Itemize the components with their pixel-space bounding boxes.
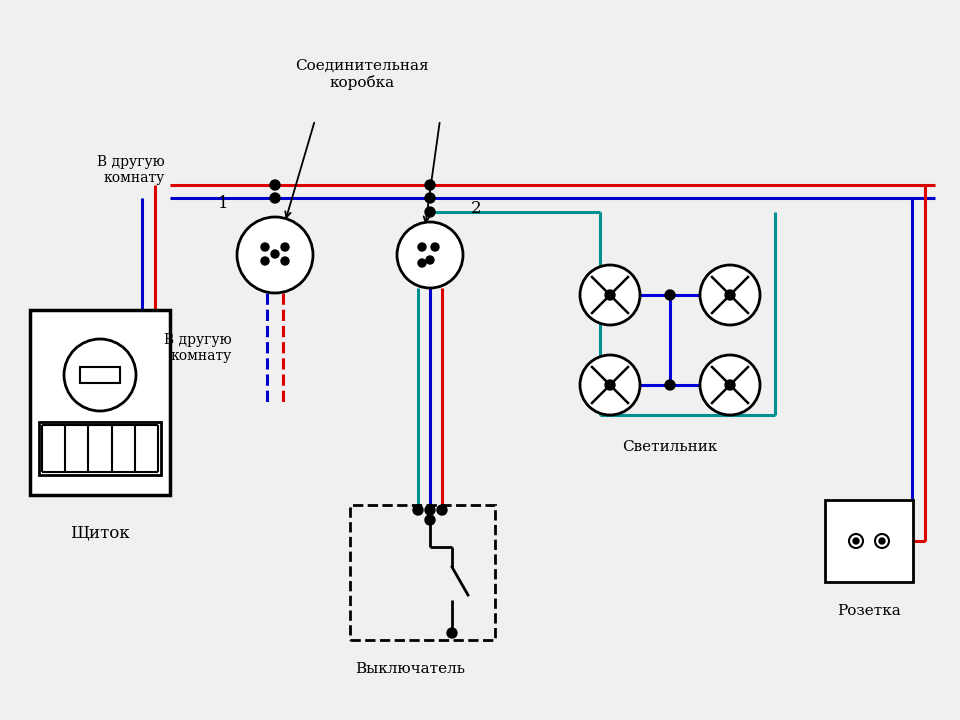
Circle shape [418,259,426,267]
Circle shape [431,243,439,251]
Circle shape [270,193,280,203]
Circle shape [700,265,760,325]
Circle shape [425,515,435,525]
Circle shape [426,256,434,264]
Bar [30,310,170,495]
Circle shape [425,207,435,217]
Circle shape [875,534,889,548]
Text: В другую
комнату: В другую комнату [164,333,232,363]
Text: В другую
комнату: В другую комнату [97,155,165,185]
Circle shape [418,243,426,251]
Circle shape [281,243,289,251]
Circle shape [425,505,435,515]
Circle shape [261,243,269,251]
Circle shape [437,505,447,515]
Circle shape [237,217,313,293]
Circle shape [605,380,615,390]
Circle shape [270,180,280,190]
Circle shape [879,538,885,544]
Circle shape [580,265,640,325]
Bar [350,505,495,640]
Text: Светильник: Светильник [622,440,718,454]
Text: 2: 2 [471,200,482,217]
Circle shape [665,380,675,390]
Circle shape [725,290,735,300]
Circle shape [605,290,615,300]
Circle shape [425,193,435,203]
Circle shape [665,290,675,300]
Text: Выключатель: Выключатель [355,662,465,676]
Bar [80,367,120,383]
Circle shape [261,257,269,265]
Circle shape [849,534,863,548]
Circle shape [271,250,279,258]
Text: Соединительная
коробка: Соединительная коробка [295,58,429,90]
Circle shape [413,505,423,515]
Circle shape [425,180,435,190]
Text: Щиток: Щиток [70,525,130,542]
Bar [39,422,161,475]
Circle shape [725,380,735,390]
Text: 1: 1 [218,195,229,212]
Circle shape [397,222,463,288]
Circle shape [447,628,457,638]
Bar [825,500,913,582]
Circle shape [580,355,640,415]
Circle shape [64,339,136,411]
Circle shape [853,538,859,544]
Text: Розетка: Розетка [837,604,900,618]
Circle shape [700,355,760,415]
Circle shape [281,257,289,265]
